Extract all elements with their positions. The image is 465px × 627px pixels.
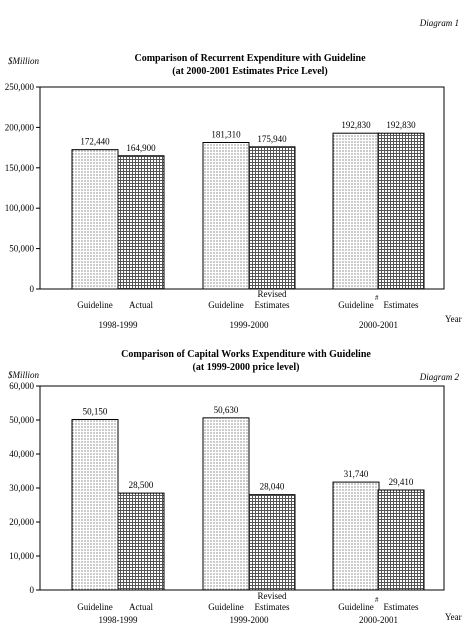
year-label: 1998-1999 <box>99 320 138 330</box>
bar <box>117 155 165 290</box>
y-tick-label: 40,000 <box>9 449 34 459</box>
category-label: Estimates <box>384 300 419 310</box>
year-label: 1999-2000 <box>230 615 269 625</box>
category-label: Actual <box>129 300 153 310</box>
bar <box>332 481 380 591</box>
chart-title: Comparison of Recurrent Expenditure with… <box>134 53 366 64</box>
x-axis-label: Year <box>445 612 462 622</box>
bar-value-label: 31,740 <box>344 469 369 479</box>
y-tick-label: 150,000 <box>5 163 35 173</box>
bar-value-label: 175,940 <box>257 134 287 144</box>
category-label: Guideline <box>338 300 374 310</box>
footnote-mark: # <box>375 294 379 302</box>
bar-value-label: 192,830 <box>341 120 371 130</box>
bar <box>248 146 296 290</box>
y-axis-unit-label: $Million <box>8 370 39 380</box>
year-label: 2000-2001 <box>359 615 398 625</box>
bar-value-label: 172,440 <box>80 137 110 147</box>
footnote-mark: # <box>375 596 379 604</box>
category-label: Estimates <box>255 602 290 612</box>
category-label: Guideline <box>338 602 374 612</box>
chart-subtitle: (at 1999-2000 price level) <box>193 362 300 373</box>
bar-value-label: 28,500 <box>129 480 154 490</box>
category-label: Revised <box>258 289 287 299</box>
diagram-label: Diagram 1 <box>419 18 459 28</box>
x-axis: Guideline Actual 1998-1999 Guideline Revised… <box>77 289 419 330</box>
y-axis-unit-label: $Million <box>8 56 39 66</box>
bar <box>117 492 165 591</box>
category-label: Guideline <box>77 602 113 612</box>
chart-title: Comparison of Capital Works Expenditure … <box>121 349 371 360</box>
year-label: 1998-1999 <box>99 615 138 625</box>
y-axis: 0 10,000 20,000 30,000 40,000 50,000 60,000 <box>9 381 40 595</box>
bar-value-label: 50,630 <box>214 405 239 415</box>
category-label: Revised <box>258 591 287 601</box>
y-tick-label: 30,000 <box>9 483 34 493</box>
y-tick-label: 0 <box>30 284 35 294</box>
category-label: Guideline <box>77 300 113 310</box>
y-tick-label: 100,000 <box>5 203 35 213</box>
y-axis: 0 50,000 100,000 150,000 200,000 250,000 <box>5 82 40 294</box>
bar <box>202 417 250 591</box>
chart-1: Diagram 1 $Million Comparison of Recurre… <box>5 18 462 330</box>
bar-value-label: 192,830 <box>386 120 416 130</box>
y-tick-label: 0 <box>30 585 35 595</box>
bar-value-label: 29,410 <box>389 477 414 487</box>
category-label: Guideline <box>208 602 244 612</box>
y-tick-label: 60,000 <box>9 381 34 391</box>
bar <box>248 494 296 591</box>
bar-value-label: 28,040 <box>260 482 285 492</box>
bar <box>202 142 250 290</box>
category-label: Estimates <box>384 602 419 612</box>
year-label: 1999-2000 <box>230 320 269 330</box>
bar <box>71 149 119 290</box>
bar-series: 50,150 28,500 50,630 28,040 31,740 29,410 <box>71 405 425 591</box>
chart-subtitle: (at 2000-2001 Estimates Price Level) <box>172 66 328 77</box>
bar-series: 172,440 164,900 181,310 175,940 192,830 192,8… <box>71 120 425 290</box>
bar-value-label: 164,900 <box>126 143 156 153</box>
x-axis-label: Year <box>445 314 462 324</box>
bar <box>377 132 425 290</box>
category-label: Actual <box>129 602 153 612</box>
y-tick-label: 20,000 <box>9 517 34 527</box>
bar-value-label: 50,150 <box>83 406 108 416</box>
y-tick-label: 10,000 <box>9 551 34 561</box>
x-axis: Guideline Actual 1998-1999 Guideline Revised… <box>77 591 419 625</box>
y-tick-label: 50,000 <box>9 415 34 425</box>
bar <box>377 489 425 591</box>
bar <box>71 418 119 591</box>
y-tick-label: 250,000 <box>5 82 35 92</box>
category-label: Estimates <box>255 300 290 310</box>
y-tick-label: 50,000 <box>9 244 34 254</box>
bar <box>332 132 380 290</box>
year-label: 2000-2001 <box>359 320 398 330</box>
y-tick-label: 200,000 <box>5 122 35 132</box>
chart-2: Diagram 2 $Million Comparison of Capital… <box>8 349 462 625</box>
diagram-label: Diagram 2 <box>419 372 460 382</box>
bar-value-label: 181,310 <box>211 130 241 140</box>
category-label: Guideline <box>208 300 244 310</box>
